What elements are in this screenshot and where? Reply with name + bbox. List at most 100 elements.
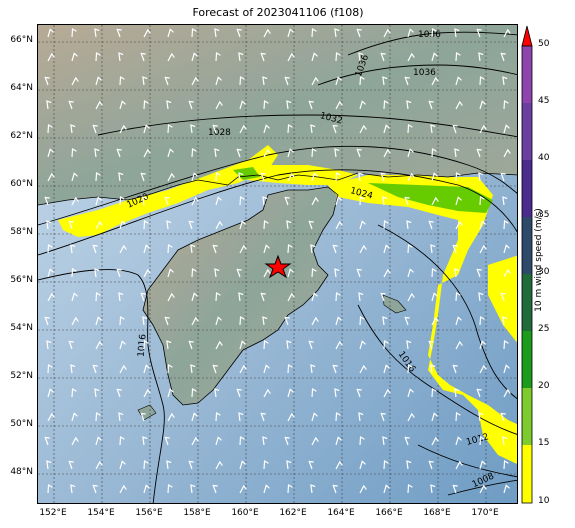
wind-barb bbox=[479, 484, 487, 494]
wind-barb bbox=[239, 244, 247, 254]
wind-barb bbox=[383, 100, 389, 110]
wind-barb bbox=[479, 196, 485, 206]
wind-barb bbox=[46, 220, 52, 230]
wind-barb bbox=[380, 412, 386, 422]
wind-barb bbox=[404, 436, 410, 446]
wind-barb bbox=[167, 292, 175, 302]
wind-barb bbox=[359, 220, 366, 230]
colorbar-tick: 10 bbox=[538, 496, 550, 506]
wind-barb bbox=[476, 28, 482, 38]
wind-barb bbox=[455, 52, 461, 62]
wind-barb bbox=[47, 388, 54, 398]
lat-label: 66°N bbox=[10, 35, 33, 45]
wind-barb bbox=[140, 172, 146, 182]
wind-barb bbox=[215, 412, 221, 422]
wind-barb bbox=[311, 28, 317, 38]
wind-barb bbox=[118, 412, 124, 422]
wind-barb bbox=[407, 388, 414, 398]
wind-barb bbox=[383, 340, 389, 350]
wind-barb bbox=[166, 220, 172, 230]
isobar-label: 1016 bbox=[137, 333, 149, 357]
wind-barb bbox=[95, 340, 103, 350]
wind-barb bbox=[311, 52, 318, 62]
wind-barb bbox=[143, 244, 150, 254]
wind-barb bbox=[167, 484, 173, 494]
colorbar-tick: 15 bbox=[538, 438, 550, 448]
wind-barb bbox=[191, 76, 199, 86]
wind-barb bbox=[431, 172, 438, 182]
wind-barb bbox=[431, 76, 439, 86]
wind-barb bbox=[47, 292, 55, 302]
wind-barb bbox=[455, 100, 463, 110]
wind-barb bbox=[263, 484, 270, 494]
wind-barb bbox=[95, 196, 102, 206]
wind-barb bbox=[404, 316, 410, 326]
wind-barb bbox=[118, 172, 124, 182]
wind-barb bbox=[95, 292, 101, 302]
wind-barb bbox=[238, 412, 244, 422]
wind-barb bbox=[263, 388, 271, 398]
wind-barb bbox=[452, 364, 458, 374]
lon-label: 156°E bbox=[135, 508, 163, 518]
wind-barb bbox=[116, 268, 122, 278]
wind-barb bbox=[263, 148, 271, 158]
wind-barb bbox=[188, 340, 194, 350]
wind-barb bbox=[239, 100, 246, 110]
wind-barb bbox=[431, 292, 438, 302]
wind-barb bbox=[311, 268, 317, 278]
wind-barb bbox=[332, 364, 338, 374]
wind-barb bbox=[47, 268, 54, 278]
wind-barb bbox=[46, 340, 52, 350]
wind-barb bbox=[239, 76, 245, 86]
isobar-label: 1028 bbox=[208, 128, 231, 138]
wind-barb bbox=[119, 364, 127, 374]
wind-barb bbox=[140, 292, 146, 302]
wind-barb bbox=[92, 124, 98, 134]
colorbar-band bbox=[522, 160, 532, 217]
wind-barb bbox=[116, 28, 122, 38]
wind-barb bbox=[308, 340, 314, 350]
wind-barb bbox=[92, 484, 98, 494]
wind-barb bbox=[238, 52, 244, 62]
wind-barb bbox=[44, 316, 50, 326]
wind-barb bbox=[215, 436, 222, 446]
wind-barb bbox=[479, 340, 486, 350]
wind-barb bbox=[358, 412, 364, 422]
wind-barb bbox=[383, 124, 390, 134]
wind-barb bbox=[70, 364, 76, 374]
wind-barb bbox=[359, 76, 365, 86]
wind-barb bbox=[454, 268, 460, 278]
wind-barb bbox=[95, 76, 102, 86]
wind-barb bbox=[46, 460, 52, 470]
colorbar-tick: 35 bbox=[538, 210, 550, 220]
colorbar-band bbox=[522, 331, 532, 388]
wind-barb bbox=[308, 100, 314, 110]
wind-barb bbox=[479, 436, 485, 446]
wind-barb bbox=[359, 244, 367, 254]
wind-barb bbox=[287, 268, 294, 278]
wind-barb bbox=[334, 28, 340, 38]
wind-barb bbox=[212, 244, 218, 254]
wind-barb bbox=[380, 172, 386, 182]
wind-barb bbox=[356, 28, 362, 38]
wind-barb bbox=[164, 316, 170, 326]
wind-barb bbox=[335, 172, 341, 182]
wind-barb bbox=[188, 220, 194, 230]
wind-barb bbox=[503, 388, 511, 398]
wind-barb bbox=[383, 460, 389, 470]
wind-barb bbox=[311, 148, 317, 158]
isobars bbox=[38, 31, 517, 503]
lat-label: 56°N bbox=[10, 275, 33, 285]
wind-barb bbox=[406, 340, 412, 350]
wind-barb bbox=[236, 388, 242, 398]
wind-barb bbox=[239, 196, 245, 206]
wind-barb bbox=[503, 364, 510, 374]
map-panel[interactable]: 1036 1036 1036 1032 1028 1024 1020 1016 … bbox=[37, 24, 518, 504]
wind-barb bbox=[310, 364, 316, 374]
wind-barb bbox=[71, 316, 79, 326]
wind-barb bbox=[407, 268, 414, 278]
wind-barb bbox=[95, 100, 103, 110]
wind-barb bbox=[142, 316, 148, 326]
wind-barb bbox=[455, 460, 463, 470]
wind-barb bbox=[382, 436, 388, 446]
